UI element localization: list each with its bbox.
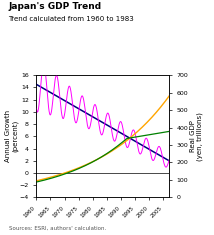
Text: Trend calculated from 1960 to 1983: Trend calculated from 1960 to 1983 (9, 16, 134, 23)
Y-axis label: Annual Growth
(percent): Annual Growth (percent) (5, 110, 18, 162)
Text: Japan's GDP Trend: Japan's GDP Trend (9, 2, 102, 11)
Text: Sources: ESRI, authors' calculation.: Sources: ESRI, authors' calculation. (9, 225, 106, 230)
Y-axis label: Real GDP
(yen, trillions): Real GDP (yen, trillions) (190, 112, 203, 161)
